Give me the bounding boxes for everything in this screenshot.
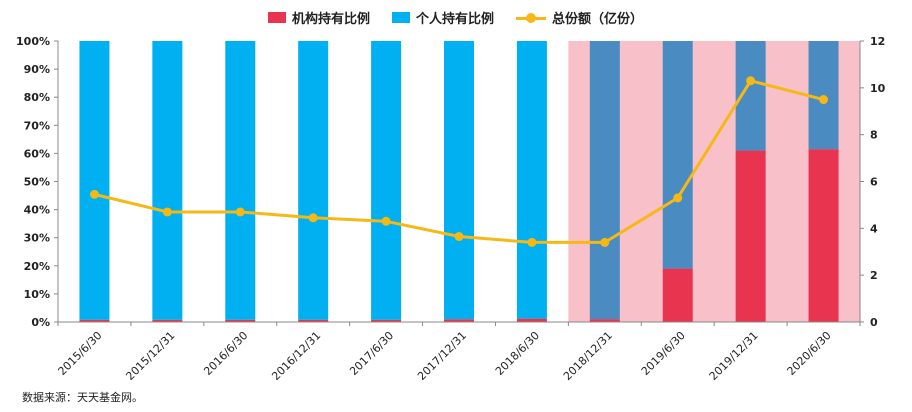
bar-institutional-0 [79, 319, 110, 322]
y-right-tick-1: 2 [870, 269, 878, 282]
x-tick-label-0: 2015/6/30 [55, 329, 104, 378]
line-point-10 [819, 95, 829, 105]
y-left-tick-5: 50% [24, 176, 50, 189]
legend-label-total: 总份额（亿份） [552, 12, 644, 27]
line-point-4 [381, 216, 391, 226]
legend-item-institutional: 机构持有比例 [268, 8, 370, 27]
bar-individual-3 [298, 41, 329, 320]
x-tick-label-1: 2015/12/31 [123, 329, 177, 383]
line-point-9 [746, 76, 756, 86]
x-tick-label-8: 2019/6/30 [639, 329, 688, 378]
y-right-tick-3: 6 [870, 176, 878, 189]
x-tick-label-5: 2017/12/31 [415, 329, 469, 383]
y-right-tick-4: 8 [870, 129, 878, 142]
legend-swatch-individual [392, 12, 411, 23]
y-right-tick-2: 4 [870, 222, 878, 235]
y-left-tick-6: 60% [24, 147, 50, 160]
bar-individual-4 [371, 41, 402, 320]
y-left-tick-2: 20% [24, 260, 50, 273]
legend-label-institutional: 机构持有比例 [292, 12, 371, 27]
line-point-2 [235, 207, 245, 217]
x-tick-label-3: 2016/12/31 [269, 329, 323, 383]
bar-institutional-5 [444, 319, 474, 322]
line-point-0 [89, 189, 99, 199]
bar-institutional-3 [298, 319, 329, 322]
y-left-tick-9: 90% [24, 63, 50, 76]
x-tick-label-10: 2020/6/30 [785, 329, 834, 378]
line-point-3 [308, 213, 318, 223]
bar-institutional-8 [662, 268, 693, 322]
bar-individual-7 [589, 41, 620, 320]
bar-individual-1 [152, 41, 183, 320]
line-point-8 [673, 193, 683, 203]
legend-swatch-institutional [268, 12, 286, 23]
x-tick-label-7: 2018/12/31 [561, 329, 615, 383]
bar-institutional-6 [516, 318, 547, 322]
legend-item-total: 总份额（亿份） [516, 8, 643, 27]
y-left-tick-1: 10% [24, 288, 50, 301]
bar-institutional-9 [735, 150, 766, 322]
line-point-6 [527, 237, 537, 247]
bar-individual-5 [444, 41, 474, 320]
bar-individual-2 [225, 41, 256, 320]
y-left-tick-7: 70% [24, 119, 50, 132]
legend-label-individual: 个人持有比例 [416, 12, 495, 27]
x-tick-label-4: 2017/6/30 [347, 329, 396, 378]
y-left-tick-3: 30% [24, 232, 50, 245]
source-note: 数据来源：天天基金网。 [22, 391, 143, 404]
y-left-tick-4: 40% [24, 204, 50, 217]
line-point-7 [600, 237, 610, 247]
bar-individual-6 [516, 41, 547, 319]
y-right-tick-6: 12 [870, 35, 885, 48]
x-tick-label-6: 2018/6/30 [493, 329, 542, 378]
chart-legend: 机构持有比例 个人持有比例 总份额（亿份） [268, 8, 665, 27]
bar-institutional-10 [808, 149, 839, 322]
bar-individual-0 [79, 41, 110, 320]
line-point-5 [454, 232, 464, 242]
y-right-tick-0: 0 [870, 316, 878, 329]
x-tick-label-9: 2019/12/31 [707, 329, 761, 383]
bar-individual-8 [662, 41, 693, 269]
y-left-tick-10: 100% [16, 35, 50, 48]
y-left-tick-8: 80% [24, 91, 50, 104]
bar-institutional-4 [371, 319, 402, 322]
y-right-tick-5: 10 [870, 82, 886, 95]
legend-item-individual: 个人持有比例 [392, 8, 494, 27]
y-left-tick-0: 0% [31, 316, 50, 329]
bar-institutional-7 [589, 319, 620, 322]
bar-institutional-1 [152, 319, 183, 322]
x-tick-label-2: 2016/6/30 [201, 329, 250, 378]
line-point-1 [162, 207, 172, 217]
bar-institutional-2 [225, 319, 256, 322]
legend-swatch-total [516, 12, 547, 24]
